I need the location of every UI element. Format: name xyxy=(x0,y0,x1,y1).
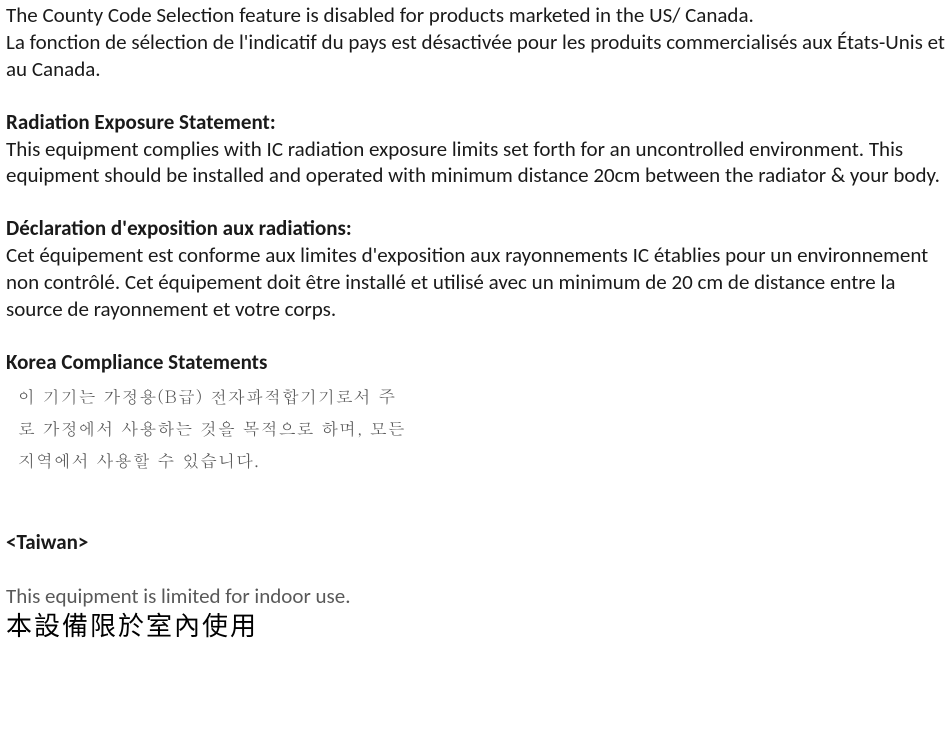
korean-line-3: 지역에서 사용할 수 있습니다. xyxy=(18,444,945,476)
radiation-heading-en: Radiation Exposure Statement: xyxy=(6,109,945,136)
taiwan-caption: This equipment is limited for indoor use… xyxy=(6,583,945,610)
radiation-heading-fr: Déclaration d'exposition aux radiations: xyxy=(6,215,945,242)
spacer xyxy=(6,477,945,529)
spacer xyxy=(6,555,945,581)
korean-b-class-label: B급 xyxy=(165,384,196,408)
county-code-fr: La fonction de sélection de l'indicatif … xyxy=(6,29,945,83)
radiation-body-en: This equipment complies with IC radiatio… xyxy=(6,136,945,190)
korean-line-2: 로 가정에서 사용하는 것을 목적으로 하며, 모든 xyxy=(18,412,945,444)
korea-heading: Korea Compliance Statements xyxy=(6,349,945,376)
korean-line-1a: 이 기기는 가정용( xyxy=(18,384,165,408)
korean-line-1c: ) 전자파적합기기로서 주 xyxy=(196,384,397,408)
korean-statement: 이 기기는 가정용(B급) 전자파적합기기로서 주 로 가정에서 사용하는 것을… xyxy=(18,380,945,477)
korean-line-1: 이 기기는 가정용(B급) 전자파적합기기로서 주 xyxy=(18,380,945,412)
taiwan-heading: <Taiwan> xyxy=(6,529,945,556)
radiation-body-fr: Cet équipement est conforme aux limites … xyxy=(6,242,945,323)
spacer xyxy=(6,83,945,109)
county-code-en: The County Code Selection feature is dis… xyxy=(6,2,945,29)
taiwan-chinese: 本設備限於室內使用 xyxy=(6,610,945,643)
spacer xyxy=(6,189,945,215)
spacer xyxy=(6,323,945,349)
